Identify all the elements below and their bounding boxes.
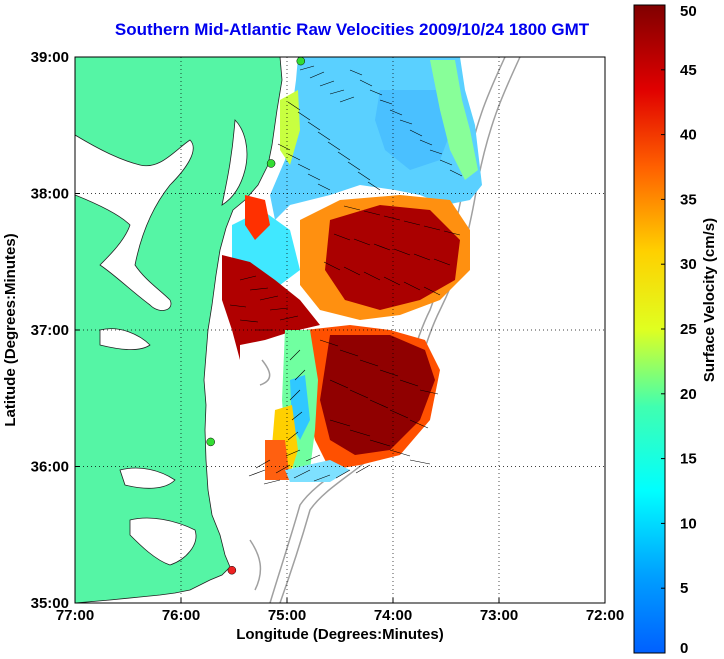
station-marker [227,565,237,575]
station-marker [206,437,215,447]
x-axis-label: Longitude (Degrees:Minutes) [236,626,444,643]
y-tick-label: 37:00 [31,322,69,339]
colorbar-tick-label: 35 [680,191,697,208]
colorbar-label: Surface Velocity (cm/s) [701,218,718,382]
velocity-vectors [229,65,463,485]
inland-water [75,119,248,566]
y-tick-label: 38:00 [31,186,69,203]
colorbar-tick-label: 50 [680,3,697,20]
colorbar-tick-label: 25 [680,321,697,338]
colorbar-tick-label: 15 [680,451,697,468]
y-axis-label: Latitude (Degrees:Minutes) [2,233,19,426]
x-tick-label: 74:00 [374,607,412,624]
colorbar-tick-label: 10 [680,515,697,532]
colorbar-tick-label: 30 [680,256,697,273]
colorbar-tick-label: 0 [680,640,688,657]
y-tick-label: 39:00 [31,49,69,66]
x-tick-label: 75:00 [268,607,306,624]
map-title: Southern Mid-Atlantic Raw Velocities 200… [114,20,590,39]
station-marker [296,57,306,66]
x-tick-label: 77:00 [56,607,94,624]
colorbar-tick-label: 40 [680,127,697,144]
colorbar-tick-label: 45 [680,62,697,79]
x-tick-label: 72:00 [586,607,624,624]
y-tick-label: 35:00 [31,595,69,612]
y-tick-label: 36:00 [31,459,69,476]
colorbar-tick-label: 5 [680,580,688,597]
station-marker [266,159,276,168]
x-tick-label: 73:00 [480,607,518,624]
velocity-field [222,57,482,482]
grid-lines [75,57,605,603]
colorbar-tick-label: 20 [680,386,697,403]
x-tick-label: 76:00 [162,607,200,624]
colorbar [633,4,666,654]
